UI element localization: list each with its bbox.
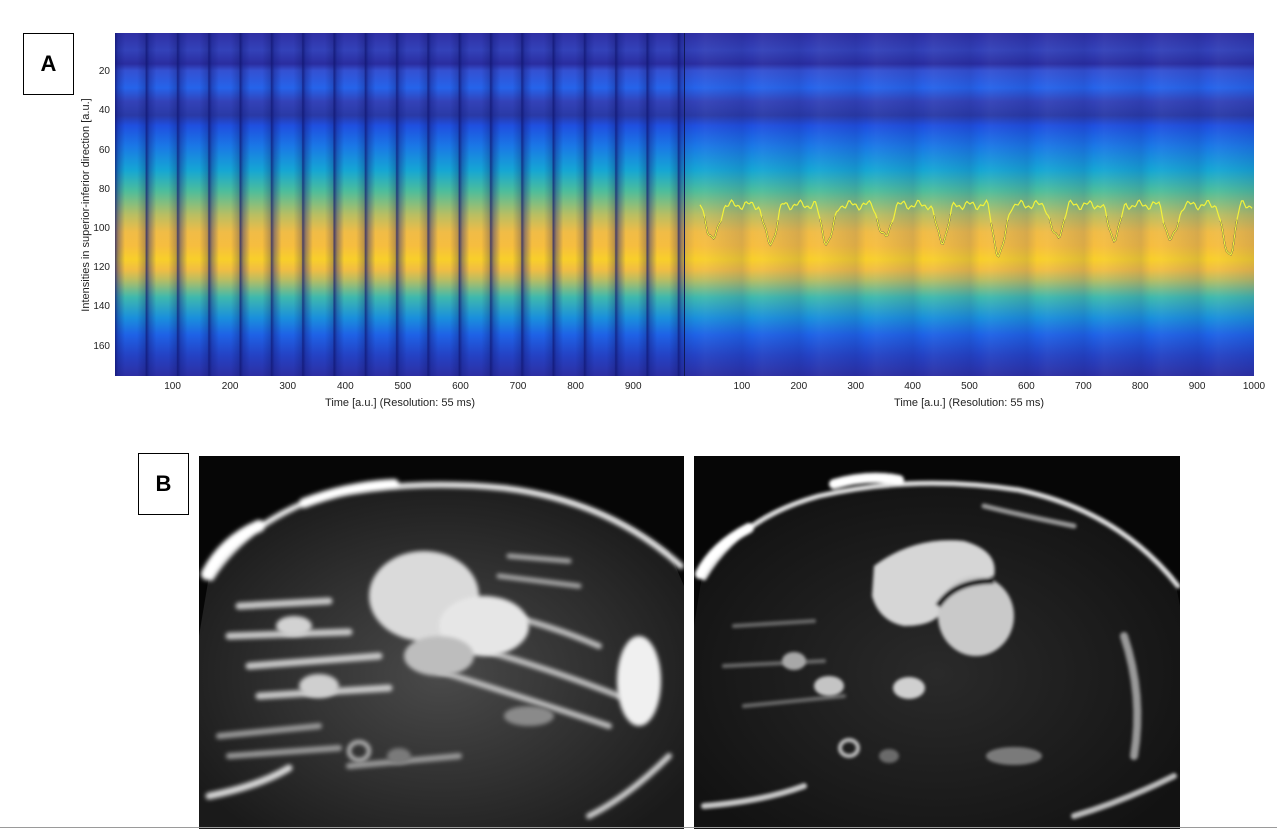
x-tick-label: 600 <box>452 381 469 392</box>
y-tick-label: 80 <box>98 183 110 195</box>
x-tick-label: 100 <box>733 381 751 392</box>
x-tick-label: 300 <box>847 381 865 392</box>
x-tick-label: 200 <box>790 381 808 392</box>
y-axis-title: Intensities in superior-inferior directi… <box>80 98 92 312</box>
x-tick-label: 400 <box>336 381 354 392</box>
x-tick-label: 700 <box>1074 381 1092 392</box>
y-tick-label: 140 <box>93 301 110 313</box>
y-tick-label: 60 <box>98 144 110 156</box>
bottom-divider <box>0 827 1277 828</box>
heatmap-left-ungated <box>115 33 685 376</box>
respiratory-trace <box>699 198 1253 258</box>
mri-image-left <box>199 456 684 829</box>
plot-divider <box>684 33 685 376</box>
panel-b-label: B <box>138 453 189 515</box>
x-tick-label: 100 <box>164 381 181 392</box>
trace-upper-line <box>699 198 1253 258</box>
x-axis-title-left: Time [a.u.] (Resolution: 55 ms) <box>325 397 475 409</box>
x-tick-label: 800 <box>567 381 584 392</box>
x-tick-label: 800 <box>1131 381 1149 392</box>
x-tick-label: 900 <box>1188 381 1206 392</box>
mri-image-right <box>694 456 1180 829</box>
y-tick-label: 20 <box>98 66 110 78</box>
y-tick-label: 120 <box>93 262 110 274</box>
x-tick-label: 1000 <box>1242 381 1266 392</box>
y-tick-label: 40 <box>98 105 110 117</box>
heatmap-right-gated <box>685 33 1254 376</box>
x-tick-label: 500 <box>961 381 978 392</box>
trace-lower-line <box>703 213 1238 258</box>
x-axis-title-right: Time [a.u.] (Resolution: 55 ms) <box>894 397 1044 409</box>
x-tick-label: 900 <box>624 381 642 392</box>
x-tick-label: 400 <box>904 381 921 392</box>
x-tick-label: 500 <box>394 381 412 392</box>
x-tick-label: 600 <box>1018 381 1035 392</box>
y-tick-label: 100 <box>93 223 110 234</box>
x-tick-label: 200 <box>221 381 239 392</box>
x-tick-label: 300 <box>279 381 297 392</box>
panel-a-label: A <box>23 33 74 95</box>
x-tick-label: 700 <box>509 381 527 392</box>
y-tick-label: 160 <box>93 340 110 352</box>
